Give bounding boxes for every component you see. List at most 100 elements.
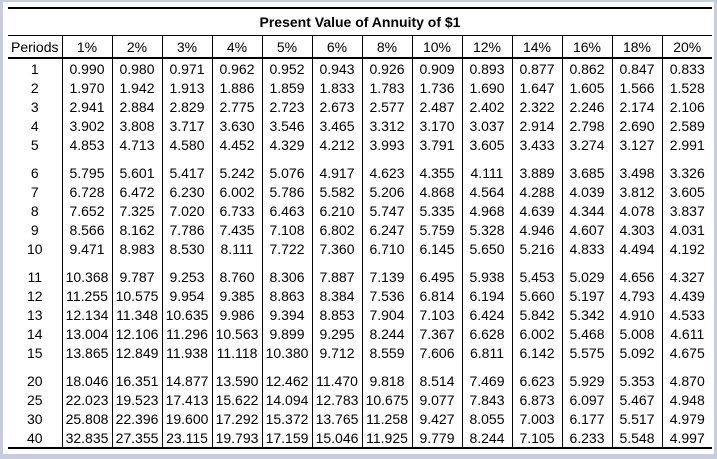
value-cell: 15.046 xyxy=(311,428,362,449)
value-cell: 2.798 xyxy=(561,116,612,135)
gap-cell xyxy=(8,362,62,371)
value-cell: 8.760 xyxy=(211,267,262,286)
value-cell: 7.843 xyxy=(461,390,512,409)
gap-cell xyxy=(561,154,612,163)
value-cell: 4.494 xyxy=(611,239,662,258)
value-cell: 8.111 xyxy=(211,239,262,258)
value-cell: 1.859 xyxy=(261,78,312,97)
value-cell: 2.723 xyxy=(261,97,312,116)
value-cell: 0.980 xyxy=(111,58,162,78)
value-cell: 5.517 xyxy=(611,409,662,428)
value-cell: 4.533 xyxy=(661,305,712,324)
value-cell: 2.991 xyxy=(661,135,712,154)
value-cell: 3.546 xyxy=(261,116,312,135)
gap-cell xyxy=(311,258,362,267)
value-cell: 4.439 xyxy=(661,286,712,305)
value-cell: 7.435 xyxy=(211,220,262,239)
gap-cell xyxy=(161,362,212,371)
group-gap-row xyxy=(8,362,712,371)
gap-cell xyxy=(611,154,662,163)
value-cell: 7.652 xyxy=(61,201,112,220)
value-cell: 9.986 xyxy=(211,305,262,324)
period-cell: 20 xyxy=(26,372,43,389)
period-cell: 2 xyxy=(30,79,39,96)
value-cell: 8.863 xyxy=(261,286,312,305)
value-cell: 4.639 xyxy=(511,201,562,220)
value-cell: 3.274 xyxy=(561,135,612,154)
value-cell: 4.946 xyxy=(511,220,562,239)
table-row: 14 13.004 12.106 11.296 10.563 9.899 9.295 8.24… xyxy=(8,324,712,343)
value-cell: 3.791 xyxy=(411,135,462,154)
value-cell: 6.002 xyxy=(511,324,562,343)
value-cell: 4.327 xyxy=(661,267,712,286)
value-cell: 2.402 xyxy=(461,97,512,116)
value-cell: 9.471 xyxy=(61,239,112,258)
rate-column-header: 4% xyxy=(211,35,262,59)
period-cell: 5 xyxy=(30,136,39,153)
value-cell: 7.536 xyxy=(361,286,412,305)
value-cell: 3.889 xyxy=(511,163,562,182)
value-cell: 1.647 xyxy=(511,78,562,97)
value-cell: 7.367 xyxy=(411,324,462,343)
value-cell: 1.605 xyxy=(561,78,612,97)
value-cell: 10.368 xyxy=(61,267,112,286)
title-row: Present Value of Annuity of $1 xyxy=(8,7,712,36)
value-cell: 11.348 xyxy=(111,305,162,324)
gap-cell xyxy=(411,154,462,163)
value-cell: 3.993 xyxy=(361,135,412,154)
value-cell: 10.675 xyxy=(361,390,412,409)
value-cell: 8.384 xyxy=(311,286,362,305)
value-cell: 22.023 xyxy=(61,390,112,409)
value-cell: 4.917 xyxy=(311,163,362,182)
value-cell: 5.206 xyxy=(361,182,412,201)
gap-cell xyxy=(661,258,712,267)
value-cell: 1.913 xyxy=(161,78,212,97)
table-row: 6 5.795 5.601 5.417 5.242 5.076 4.917 4.623 4.35… xyxy=(8,163,712,182)
value-cell: 0.990 xyxy=(61,58,112,78)
value-cell: 0.926 xyxy=(361,58,412,78)
gap-cell xyxy=(561,258,612,267)
pv-annuity-table: Present Value of Annuity of $1 Periods 1%… xyxy=(8,7,712,449)
value-cell: 5.216 xyxy=(511,239,562,258)
value-cell: 16.351 xyxy=(111,371,162,390)
value-cell: 7.325 xyxy=(111,201,162,220)
value-cell: 3.605 xyxy=(661,182,712,201)
value-cell: 2.174 xyxy=(611,97,662,116)
period-cell: 13 xyxy=(26,306,43,323)
value-cell: 1.970 xyxy=(61,78,112,97)
value-cell: 10.380 xyxy=(261,343,312,362)
value-cell: 4.868 xyxy=(411,182,462,201)
value-cell: 6.463 xyxy=(261,201,312,220)
value-cell: 4.039 xyxy=(561,182,612,201)
table-row: 3 2.941 2.884 2.829 2.775 2.723 2.673 2.577 2.48… xyxy=(8,97,712,116)
period-cell: 6 xyxy=(30,164,39,181)
value-cell: 6.002 xyxy=(211,182,262,201)
gap-cell xyxy=(661,154,712,163)
group-gap-row xyxy=(8,258,712,267)
value-cell: 3.312 xyxy=(361,116,412,135)
value-cell: 5.008 xyxy=(611,324,662,343)
value-cell: 5.468 xyxy=(561,324,612,343)
table-row: 4 3.902 3.808 3.717 3.630 3.546 3.465 3.312 3.17… xyxy=(8,116,712,135)
value-cell: 5.842 xyxy=(511,305,562,324)
period-cell: 1 xyxy=(30,60,39,77)
value-cell: 7.105 xyxy=(511,428,562,449)
value-cell: 3.812 xyxy=(611,182,662,201)
table-row: 7 6.728 6.472 6.230 6.002 5.786 5.582 5.206 4.86… xyxy=(8,182,712,201)
value-cell: 4.329 xyxy=(261,135,312,154)
value-cell: 5.786 xyxy=(261,182,312,201)
value-cell: 2.775 xyxy=(211,97,262,116)
table-row: 40 32.835 27.355 23.115 19.793 17.159 15.046 11… xyxy=(8,428,712,449)
rate-column-header: 16% xyxy=(561,35,612,59)
value-cell: 2.246 xyxy=(561,97,612,116)
value-cell: 12.134 xyxy=(61,305,112,324)
value-cell: 4.212 xyxy=(311,135,362,154)
rate-column-header: 6% xyxy=(311,35,362,59)
value-cell: 5.747 xyxy=(361,201,412,220)
gap-cell xyxy=(561,362,612,371)
value-cell: 8.244 xyxy=(461,428,512,449)
period-cell: 11 xyxy=(27,268,43,285)
value-cell: 11.258 xyxy=(361,409,412,428)
value-cell: 8.566 xyxy=(61,220,112,239)
